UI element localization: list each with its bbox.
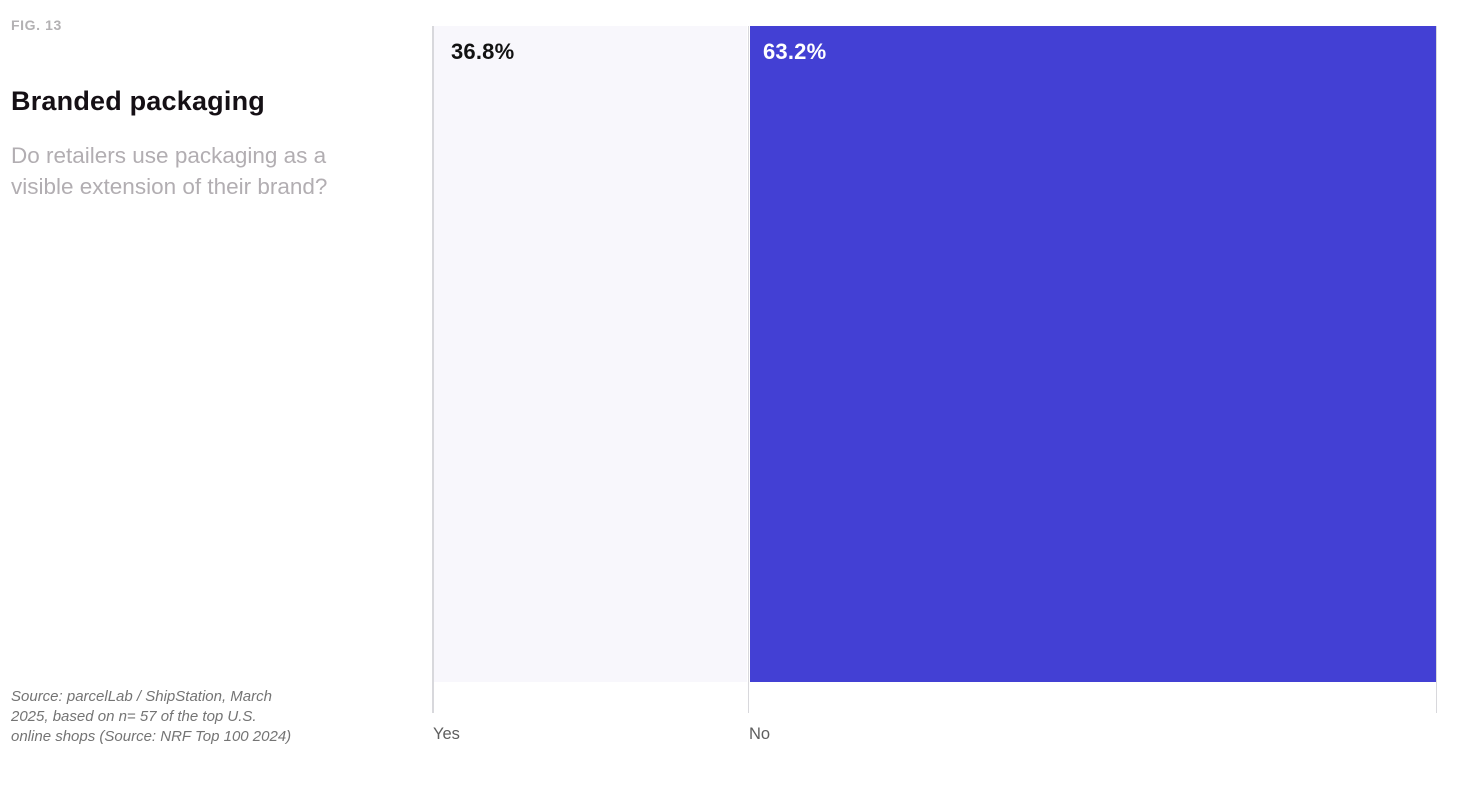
figure-number-label: FIG. 13: [11, 17, 62, 33]
bar-value-label-no: 63.2%: [762, 39, 827, 64]
bar-rect-no: 63.2%: [749, 26, 1436, 682]
figure-source-note: Source: parcelLab / ShipStation, March 2…: [11, 687, 291, 747]
axis-line-middle: [747, 26, 750, 713]
figure-subtitle-line-1: Do retailers use packaging as a: [11, 143, 327, 168]
figure-source-line-3: online shops (Source: NRF Top 100 2024): [11, 728, 292, 745]
category-label-no: No: [748, 725, 771, 743]
figure-subtitle-line-2: visible extension of their brand?: [11, 174, 328, 199]
page-title: Branded packaging: [11, 86, 265, 116]
bar-column-no: 63.2% No: [747, 26, 1437, 750]
proportional-bar-chart: 36.8% Yes 63.2% No: [432, 26, 1437, 750]
figure-source-line-1: Source: parcelLab / ShipStation, March: [11, 688, 272, 705]
axis-line-right: [1435, 26, 1437, 713]
category-label-yes: Yes: [433, 725, 460, 743]
bar-rect-yes: 36.8%: [434, 26, 747, 682]
bar-value-label-yes: 36.8%: [451, 39, 515, 64]
bar-column-yes: 36.8% Yes: [432, 26, 748, 750]
figure-source-line-2: 2025, based on n= 57 of the top U.S.: [11, 708, 257, 725]
axis-line-left: [432, 26, 434, 713]
figure-subtitle: Do retailers use packaging as a visible …: [11, 140, 327, 202]
